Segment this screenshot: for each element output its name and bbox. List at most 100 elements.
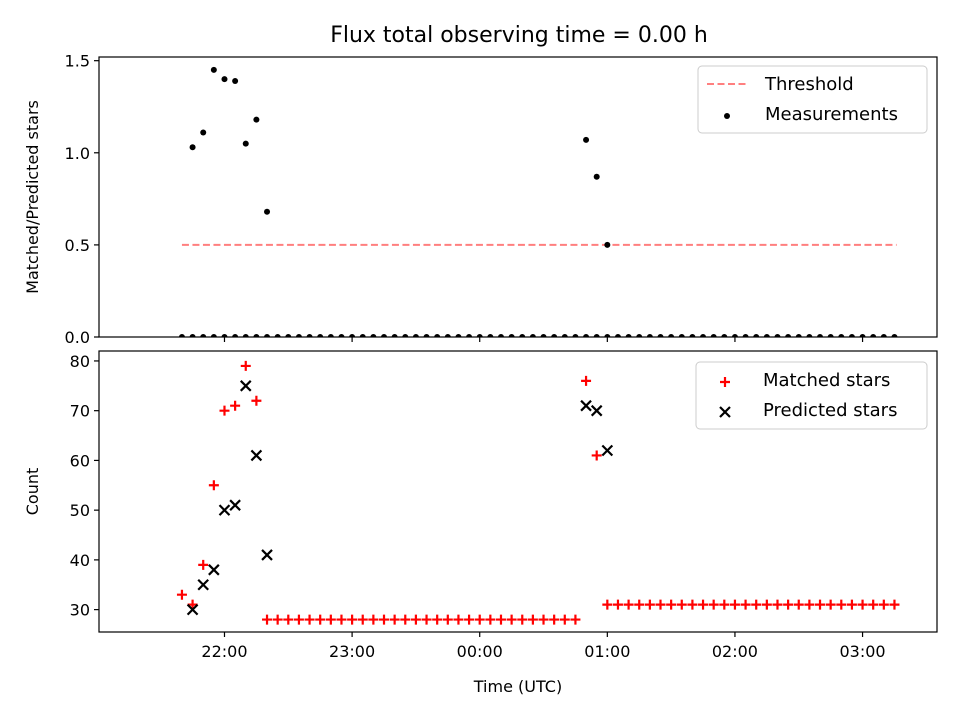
- x-tick-label: 03:00: [840, 642, 886, 661]
- measurements-point: [264, 334, 271, 337]
- measurements-point: [455, 334, 462, 337]
- matched-stars-point: [336, 614, 347, 625]
- x-tick-label: 02:00: [712, 642, 758, 661]
- legend-threshold-label: Threshold: [764, 74, 854, 95]
- measurements-point: [721, 334, 728, 337]
- predicted-stars-point: [197, 578, 209, 591]
- matched-stars-point: [634, 599, 645, 610]
- matched-stars-point: [708, 599, 719, 610]
- matched-stars-point: [687, 599, 698, 610]
- matched-stars-point: [240, 360, 251, 371]
- predicted-stars-point: [208, 564, 220, 576]
- predicted-stars-point: [580, 399, 592, 412]
- matched-stars-point: [432, 614, 443, 625]
- matched-stars-point: [698, 599, 709, 610]
- matched-stars-point: [559, 614, 570, 625]
- measurements-point: [742, 334, 749, 337]
- plot-area: [176, 360, 900, 625]
- legend-measurements-marker: [724, 113, 730, 119]
- legend-box: [697, 65, 928, 134]
- predicted-stars-point: [239, 380, 252, 392]
- measurements-point: [572, 334, 579, 337]
- y-tick-label: 1.0: [65, 144, 90, 163]
- measurements-point: [178, 334, 185, 337]
- measurements-point: [668, 334, 675, 337]
- matched-stars-point: [453, 614, 464, 625]
- matched-stars-point: [176, 589, 187, 600]
- y-tick-label: 1.5: [65, 52, 90, 71]
- measurements-point: [795, 334, 802, 337]
- x-tick-label: 00:00: [457, 642, 503, 661]
- matched-stars-point: [506, 614, 517, 625]
- measurements-point: [274, 334, 281, 337]
- matched-stars-point: [804, 599, 815, 610]
- matched-stars-point: [527, 614, 538, 625]
- measurements-point: [306, 334, 313, 337]
- measurements-point: [338, 334, 345, 337]
- matched-stars-point: [368, 614, 379, 625]
- matched-stars-point: [772, 599, 783, 610]
- matched-stars-point: [868, 599, 879, 610]
- measurements-point: [700, 334, 707, 337]
- matched-stars-point: [219, 405, 230, 416]
- matched-stars-point: [666, 599, 677, 610]
- matched-stars-point: [187, 599, 198, 610]
- measurements-point: [859, 334, 866, 337]
- matched-stars-point: [464, 614, 475, 625]
- measurements-point: [402, 334, 409, 337]
- matched-stars-point: [357, 614, 368, 625]
- measurements-point: [583, 334, 590, 337]
- matched-stars-point: [612, 599, 623, 610]
- matched-stars-point: [719, 599, 730, 610]
- top-panel: 0.0 0.5 1.0 1.5 Matched/Predicted stars Thres…: [23, 52, 938, 347]
- matched-stars-point: [761, 599, 772, 610]
- matched-stars-point: [379, 614, 390, 625]
- matched-stars-point: [389, 614, 400, 625]
- predicted-stars-point: [250, 449, 263, 462]
- legend: Matched stars Predicted stars: [695, 361, 928, 430]
- measurements-point: [583, 136, 590, 143]
- measurements-point: [604, 241, 611, 248]
- matched-stars-point: [602, 599, 613, 610]
- matched-stars-point: [283, 614, 294, 625]
- legend-predicted-stars-marker: [719, 406, 731, 418]
- measurements-point: [221, 76, 228, 83]
- measurements-point: [200, 129, 207, 136]
- measurements-point: [253, 334, 260, 337]
- measurements-point: [189, 144, 196, 151]
- legend-predicted-stars-label: Predicted stars: [763, 400, 897, 421]
- measurements-point: [657, 334, 664, 337]
- matched-stars-point: [198, 559, 209, 570]
- measurements-point: [444, 334, 451, 337]
- predicted-stars-point: [218, 504, 231, 516]
- measurements-point: [466, 334, 473, 337]
- measurements-point: [285, 334, 292, 337]
- measurements-point: [625, 334, 632, 337]
- matched-stars-point: [538, 614, 549, 625]
- matched-stars-point: [400, 614, 411, 625]
- matched-stars-point: [581, 375, 592, 386]
- matched-stars-point: [474, 614, 485, 625]
- measurements-point: [551, 334, 558, 337]
- matched-stars-point: [549, 614, 560, 625]
- y-tick-label: 70: [70, 402, 90, 421]
- measurements-point: [817, 334, 824, 337]
- y-tick-label: 0.5: [65, 236, 90, 255]
- matched-stars-point: [676, 599, 687, 610]
- measurements-point: [232, 77, 239, 84]
- measurements-point: [242, 334, 249, 337]
- y-axis-label: Count: [23, 468, 42, 516]
- measurements-point: [381, 334, 388, 337]
- measurements-point: [604, 334, 611, 337]
- measurements-point: [434, 334, 441, 337]
- predicted-stars-point: [261, 549, 273, 561]
- x-tick-label: 01:00: [584, 642, 630, 661]
- matched-stars-point: [517, 614, 528, 625]
- measurements-point: [529, 334, 536, 337]
- measurements-point: [774, 334, 781, 337]
- measurements-point: [731, 334, 738, 337]
- matched-stars-point: [889, 599, 900, 610]
- matched-stars-point: [293, 614, 304, 625]
- measurements-point: [763, 334, 770, 337]
